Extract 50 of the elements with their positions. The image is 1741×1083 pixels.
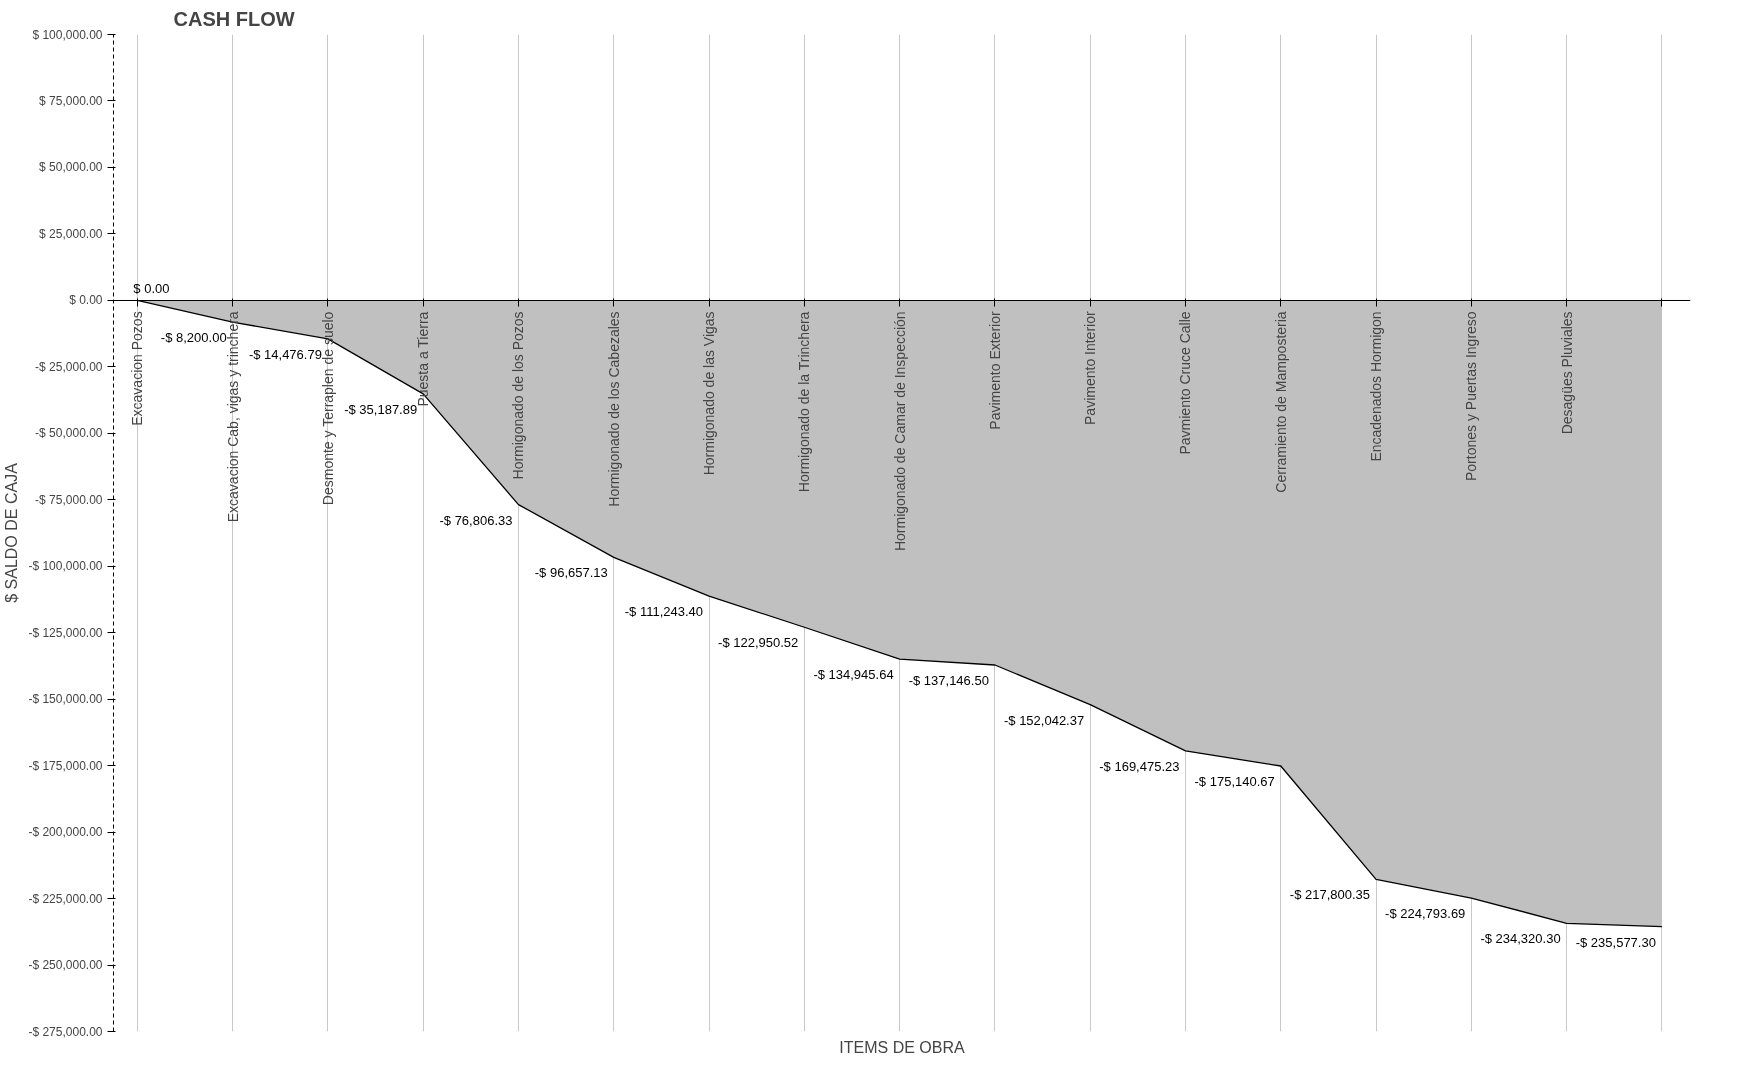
y-tick-label: -$ 150,000.00 xyxy=(28,692,103,707)
y-tick-label: $ 50,000.00 xyxy=(39,160,103,175)
data-label: -$ 235,577.30 xyxy=(1575,934,1656,950)
x-tick-label: Excavacion Pozos xyxy=(129,311,146,426)
data-label: -$ 175,140.67 xyxy=(1194,774,1275,790)
data-label: $ 0.00 xyxy=(133,281,170,297)
y-tick-label: $ 25,000.00 xyxy=(39,226,103,241)
y-tick-label: -$ 225,000.00 xyxy=(28,891,103,906)
y-tick-label: -$ 200,000.00 xyxy=(28,825,103,840)
x-tick-label: Encadenados Hormigon xyxy=(1368,311,1385,462)
chart-title: CASH FLOW xyxy=(173,7,295,30)
x-tick-label: Desagües Pluviales xyxy=(1558,311,1575,435)
data-label: -$ 8,200.00 xyxy=(160,330,227,346)
data-label: -$ 217,800.35 xyxy=(1289,887,1371,903)
y-tick-label: $ 75,000.00 xyxy=(39,93,103,108)
x-tick-label: Hormigonado de la Trinchera xyxy=(796,311,813,493)
data-label: -$ 14,476.79 xyxy=(248,346,322,362)
y-tick-label: $ 0.00 xyxy=(69,293,103,308)
y-tick-label: -$ 175,000.00 xyxy=(28,758,103,773)
x-axis-title: ITEMS DE OBRA xyxy=(839,1038,965,1056)
y-tick-label: -$ 50,000.00 xyxy=(35,426,103,441)
y-axis-title: $ SALDO DE CAJA xyxy=(3,462,21,603)
y-tick-label: -$ 75,000.00 xyxy=(35,492,103,507)
x-tick-label: Hormigonado de los Pozos xyxy=(510,311,527,480)
data-label: -$ 111,243.40 xyxy=(624,604,704,620)
data-label: -$ 35,187.89 xyxy=(344,401,418,417)
x-tick-label: Pavmiento Cruce Calle xyxy=(1177,311,1194,455)
x-tick-label: Cerramiento de Mamposteria xyxy=(1272,311,1289,493)
y-tick-label: -$ 125,000.00 xyxy=(28,625,103,640)
x-tick-label: Hormigonado de los Cabezales xyxy=(605,311,622,507)
y-tick-label: -$ 250,000.00 xyxy=(28,958,103,973)
x-tick-label: Pavimento Interior xyxy=(1082,311,1099,425)
data-label: -$ 122,950.52 xyxy=(718,635,799,651)
y-tick-label: -$ 100,000.00 xyxy=(28,559,103,574)
data-label: -$ 137,146.50 xyxy=(908,672,989,688)
data-label: -$ 224,793.69 xyxy=(1385,906,1466,922)
data-label: -$ 169,475.23 xyxy=(1099,758,1180,774)
y-tick-label: $ 100,000.00 xyxy=(32,27,103,42)
data-label: -$ 234,320.30 xyxy=(1480,931,1561,947)
data-label: -$ 96,657.13 xyxy=(534,565,608,581)
x-tick-label: Hormigonado de Camar de Inspección xyxy=(891,311,908,552)
x-tick-label: Hormigonado de las Vigas xyxy=(701,311,718,476)
x-tick-label: Puesta a Tierra xyxy=(415,311,432,407)
x-tick-label: Portones y Puertas Ingreso xyxy=(1463,311,1480,482)
y-tick-label: -$ 25,000.00 xyxy=(35,359,103,374)
data-label: -$ 134,945.64 xyxy=(813,667,894,683)
x-tick-label: Pavimento Exterior xyxy=(986,311,1003,430)
data-label: -$ 152,042.37 xyxy=(1003,712,1085,728)
y-tick-label: -$ 275,000.00 xyxy=(28,1024,103,1039)
data-label: -$ 76,806.33 xyxy=(439,512,513,528)
